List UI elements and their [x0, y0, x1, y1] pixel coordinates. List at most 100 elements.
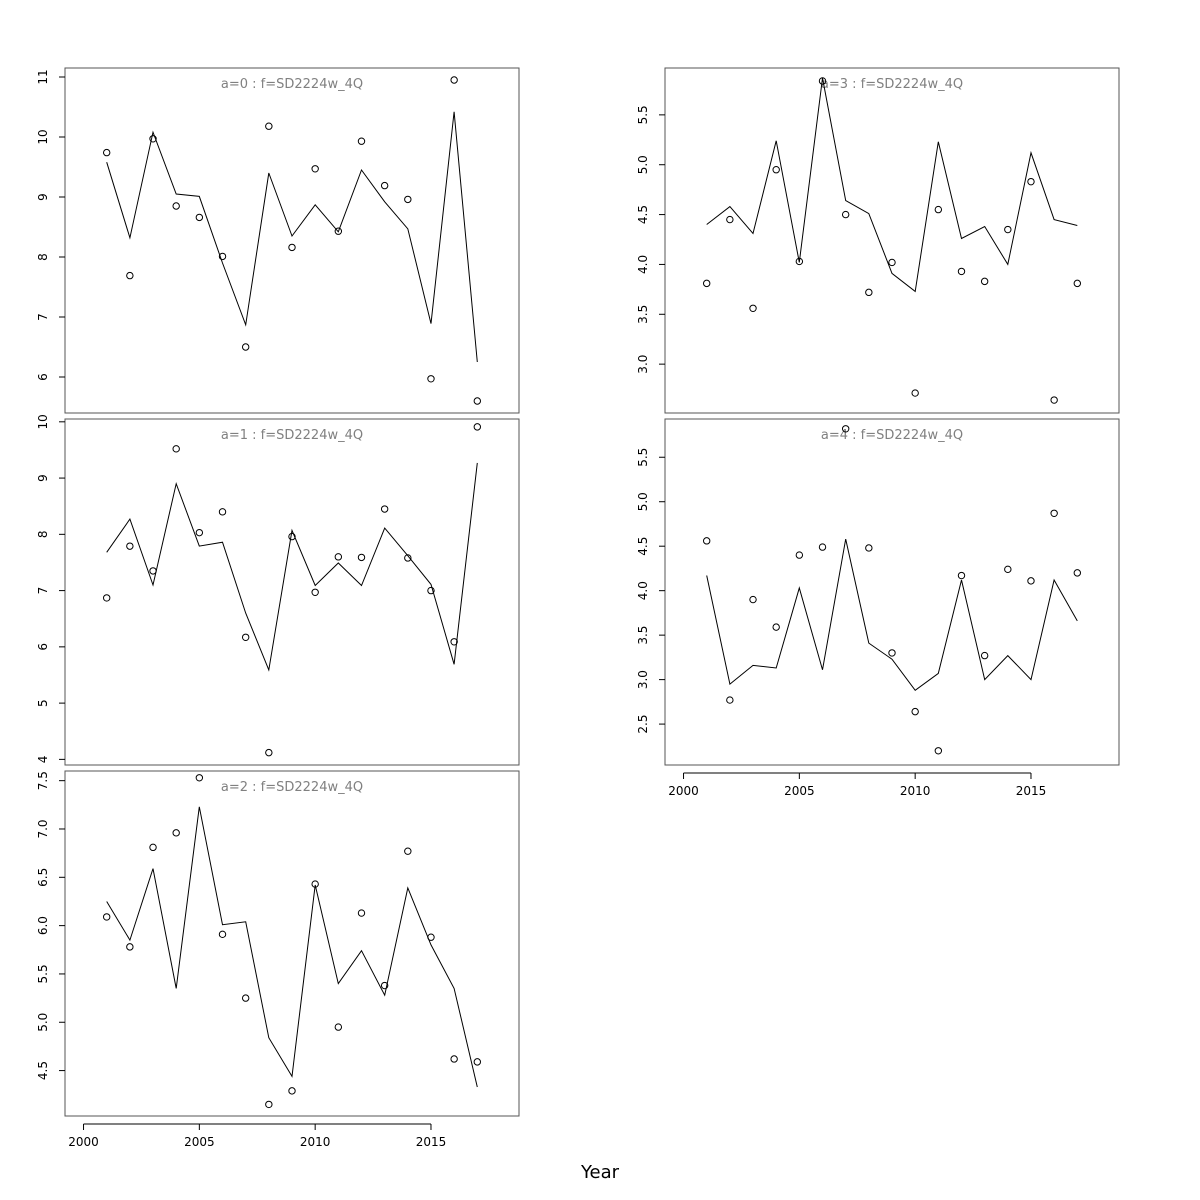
panel-title: a=2 : f=SD2224w_4Q	[221, 780, 363, 795]
observed-point	[427, 933, 435, 941]
observed-point	[1027, 177, 1035, 186]
observed-point	[1073, 569, 1082, 577]
observed-point	[265, 122, 273, 130]
panel-frame	[64, 418, 520, 766]
observed-point	[818, 77, 827, 85]
panel-frame	[664, 418, 1120, 766]
y-tick-label: 4.0	[636, 581, 650, 600]
observed-point	[726, 696, 734, 704]
observed-point	[450, 1055, 458, 1063]
observed-point	[911, 707, 919, 716]
observed-point	[473, 1058, 482, 1066]
observed-point	[1004, 565, 1012, 574]
observed-point	[311, 880, 319, 888]
y-tick-label: 9	[36, 193, 50, 201]
observed-point	[980, 277, 989, 286]
observed-point	[795, 257, 804, 266]
y-tick-label: 3.0	[636, 670, 650, 689]
observed-point	[102, 913, 111, 921]
x-tick-label: 2015	[416, 1135, 447, 1149]
y-tick-label: 4.5	[636, 205, 650, 224]
y-tick-label: 2.5	[636, 715, 650, 734]
observed-point	[102, 148, 111, 157]
observed-point	[450, 638, 458, 646]
observed-point	[288, 532, 296, 541]
observed-point	[334, 1023, 343, 1031]
observed-point	[149, 843, 157, 852]
y-tick-label: 4	[36, 756, 50, 764]
observed-point	[934, 747, 943, 755]
y-tick-label: 5	[36, 699, 50, 707]
y-tick-label: 6	[36, 373, 50, 381]
y-tick-label: 8	[36, 531, 50, 539]
observed-point	[357, 553, 366, 562]
observed-point	[241, 994, 250, 1002]
observed-point	[1027, 577, 1035, 585]
y-tick-label: 6.5	[36, 868, 50, 887]
observed-point	[334, 553, 343, 561]
y-tick-label: 10	[36, 129, 50, 144]
panel-frame	[64, 770, 520, 1117]
panel-frame	[664, 67, 1120, 414]
observed-point	[865, 544, 873, 552]
observed-point	[427, 375, 435, 383]
observed-point	[404, 195, 412, 204]
panel-3: a=3 : f=SD2224w_4Q 3.0 3.5 4.0 4.5 5.0 5.5	[636, 67, 1120, 414]
observed-point	[218, 252, 227, 261]
observed-point	[911, 389, 919, 397]
y-tick-label: 5.5	[636, 448, 650, 467]
observed-point	[888, 258, 896, 267]
observed-point	[818, 543, 827, 551]
y-tick-label: 8	[36, 253, 50, 261]
x-tick-label: 2010	[900, 784, 931, 798]
observed-point	[218, 930, 227, 939]
observed-point	[380, 505, 389, 513]
observed-point	[957, 267, 966, 276]
panel-title: a=1 : f=SD2224w_4Q	[221, 428, 363, 443]
panel-2: a=2 : f=SD2224w_4Q 4.5 5.0 5.5 6.0 6.5 7.0 7.5 2…	[36, 770, 520, 1149]
observed-point	[1050, 509, 1058, 517]
y-tick-label: 7	[36, 587, 50, 595]
y-tick-label: 5.0	[36, 1013, 50, 1032]
observed-point	[172, 202, 180, 210]
x-tick-label: 2010	[300, 1135, 331, 1149]
y-tick-label: 11	[36, 69, 50, 84]
y-tick-label: 5.0	[636, 155, 650, 174]
y-tick-label: 9	[36, 474, 50, 482]
observed-point	[334, 227, 343, 235]
observed-point	[772, 623, 780, 631]
y-tick-label: 10	[36, 414, 50, 429]
observed-point	[1073, 279, 1082, 288]
x-tick-label: 2000	[668, 784, 699, 798]
panels-layer: a=0 : f=SD2224w_4Q 6 7 8 9 10 11 a=1 : f=SD2224…	[36, 67, 1120, 1149]
y-tick-label: 6.0	[36, 916, 50, 935]
x-tick-label: 2005	[184, 1135, 215, 1149]
y-tick-label: 3.5	[636, 626, 650, 645]
y-tick-label: 6	[36, 643, 50, 651]
observed-point	[149, 567, 157, 575]
y-tick-label: 4.5	[36, 1061, 50, 1080]
observed-point	[102, 594, 111, 602]
y-tick-label: 5.5	[36, 964, 50, 983]
y-tick-label: 5.0	[636, 492, 650, 511]
y-tick-label: 3.5	[636, 305, 650, 324]
observed-point	[702, 537, 711, 545]
observed-point	[841, 425, 850, 433]
x-axis-label: Year	[580, 1162, 620, 1183]
observed-point	[450, 76, 458, 84]
observed-point	[957, 571, 966, 580]
observed-point	[702, 279, 711, 288]
y-tick-label: 5.5	[636, 105, 650, 124]
y-tick-label: 4.5	[636, 537, 650, 556]
observed-point	[749, 304, 757, 313]
y-tick-label: 7.5	[36, 771, 50, 790]
fitted-line	[706, 77, 1078, 293]
observed-point	[404, 847, 412, 855]
panel-4: a=4 : f=SD2224w_4Q 2.5 3.0 3.5 4.0 4.5 5.0 5.5 2…	[636, 418, 1120, 798]
fitted-line	[106, 806, 478, 1088]
observed-point	[1004, 225, 1012, 234]
observed-point	[888, 649, 896, 657]
observed-point	[749, 595, 757, 604]
